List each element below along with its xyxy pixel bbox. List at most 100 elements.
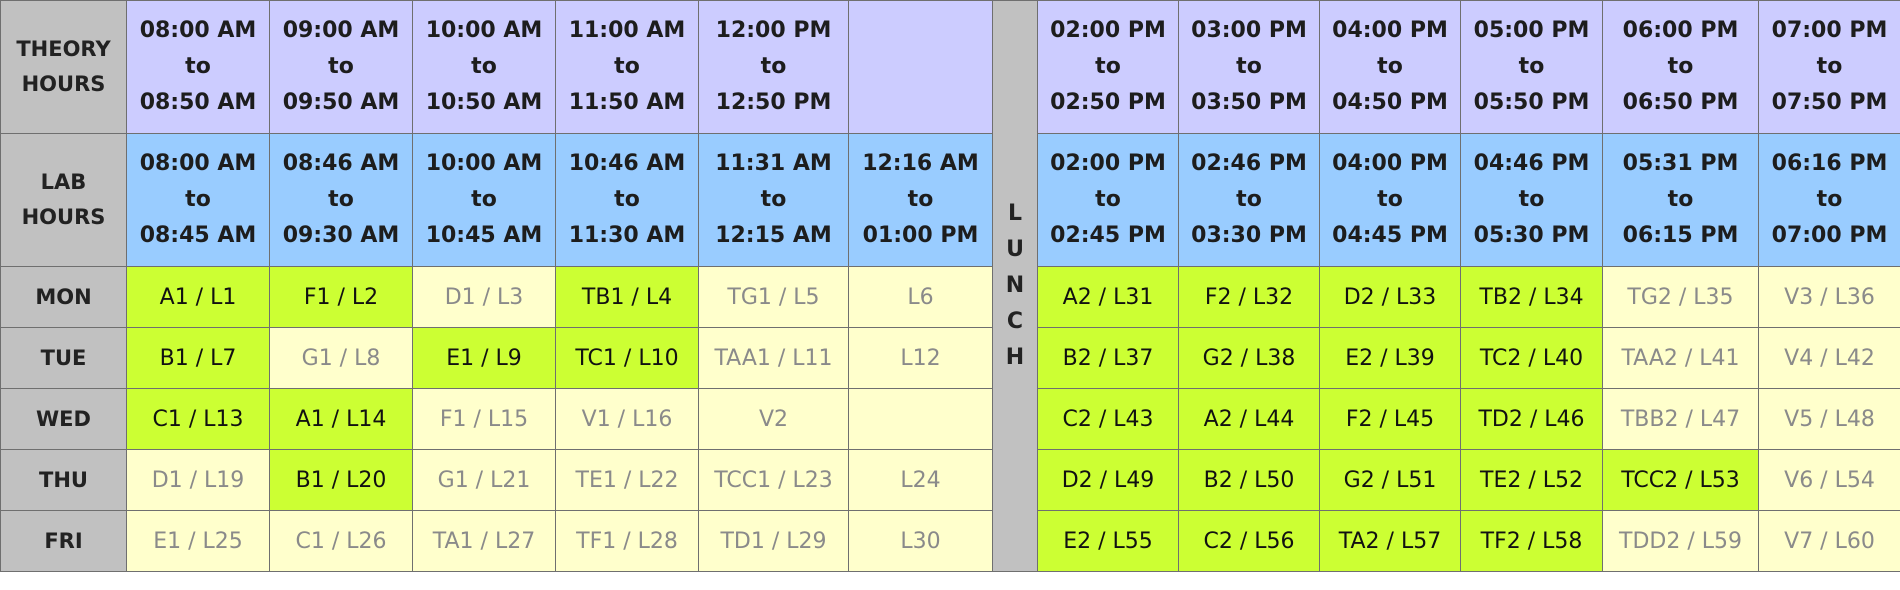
slot-cell[interactable]: D2 / L33: [1319, 266, 1461, 328]
time-line: to: [328, 54, 354, 79]
slot-cell[interactable]: C1 / L13: [126, 388, 270, 450]
slot-cell[interactable]: F2 / L32: [1178, 266, 1320, 328]
time-line: 11:30 AM: [568, 223, 686, 248]
slot-cell[interactable]: TD1 / L29: [698, 510, 849, 572]
time-line: 05:00 PM: [1473, 18, 1590, 43]
slot-cell[interactable]: F1 / L15: [412, 388, 556, 450]
slot-cell[interactable]: TC1 / L10: [555, 327, 699, 389]
time-line: 06:16 PM: [1771, 151, 1888, 176]
slot-cell[interactable]: TB1 / L4: [555, 266, 699, 328]
lab-slot-time: 10:00 AM to 10:45 AM: [412, 133, 556, 267]
slot-cell[interactable]: TG2 / L35: [1602, 266, 1759, 328]
time-line: 10:00 AM: [425, 18, 543, 43]
slot-cell[interactable]: F2 / L45: [1319, 388, 1461, 450]
slot-cell[interactable]: E1 / L25: [126, 510, 270, 572]
slot-cell[interactable]: TCC2 / L53: [1602, 449, 1759, 511]
slot-cell[interactable]: TF1 / L28: [555, 510, 699, 572]
slot-cell[interactable]: V5 / L48: [1758, 388, 1900, 450]
time-line: 10:00 AM: [425, 151, 543, 176]
slot-cell[interactable]: TF2 / L58: [1460, 510, 1603, 572]
slot-cell[interactable]: G1 / L8: [269, 327, 413, 389]
slot-cell[interactable]: G2 / L38: [1178, 327, 1320, 389]
slot-cell[interactable]: TA1 / L27: [412, 510, 556, 572]
time-line: 09:50 AM: [282, 90, 400, 115]
time-line: to: [1236, 187, 1262, 212]
theory-slot-time: 07:00 PM to 07:50 PM: [1758, 0, 1900, 134]
slot-cell[interactable]: V6 / L54: [1758, 449, 1900, 511]
time-line: 10:50 AM: [425, 90, 543, 115]
timetable: THEORY HOURS 08:00 AM to 08:50 AM 09:00 AM to 0…: [0, 0, 1900, 572]
time-line: to: [1236, 54, 1262, 79]
slot-cell[interactable]: C1 / L26: [269, 510, 413, 572]
lab-slot-time: 06:16 PM to 07:00 PM: [1758, 133, 1900, 267]
slot-cell[interactable]: A2 / L31: [1037, 266, 1179, 328]
slot-cell[interactable]: TE2 / L52: [1460, 449, 1603, 511]
theory-slot-time: [848, 0, 993, 134]
time-line: 07:50 PM: [1771, 90, 1888, 115]
lunch-letter: H: [1005, 345, 1025, 370]
slot-cell[interactable]: TA2 / L57: [1319, 510, 1461, 572]
slot-cell[interactable]: F1 / L2: [269, 266, 413, 328]
slot-cell[interactable]: TD2 / L46: [1460, 388, 1603, 450]
slot-cell[interactable]: TAA2 / L41: [1602, 327, 1759, 389]
time-line: 02:45 PM: [1050, 223, 1166, 248]
time-line: to: [185, 54, 211, 79]
slot-cell[interactable]: TBB2 / L47: [1602, 388, 1759, 450]
slot-cell[interactable]: A1 / L1: [126, 266, 270, 328]
slot-cell[interactable]: TB2 / L34: [1460, 266, 1603, 328]
theory-hours-label: THEORY HOURS: [0, 0, 127, 134]
time-line: 07:00 PM: [1771, 223, 1888, 248]
time-line: 08:50 AM: [139, 90, 257, 115]
slot-cell[interactable]: D2 / L49: [1037, 449, 1179, 511]
time-line: to: [1095, 54, 1121, 79]
slot-cell[interactable]: B2 / L50: [1178, 449, 1320, 511]
time-line: to: [1518, 54, 1545, 79]
slot-cell[interactable]: G2 / L51: [1319, 449, 1461, 511]
slot-cell[interactable]: V2: [698, 388, 849, 450]
lab-slot-time: 05:31 PM to 06:15 PM: [1602, 133, 1759, 267]
theory-slot-time: 12:00 PM to 12:50 PM: [698, 0, 849, 134]
lab-slot-time: 12:16 AM to 01:00 PM: [848, 133, 993, 267]
slot-cell[interactable]: V7 / L60: [1758, 510, 1900, 572]
slot-cell[interactable]: B1 / L7: [126, 327, 270, 389]
slot-cell[interactable]: [848, 388, 993, 450]
slot-cell[interactable]: TDD2 / L59: [1602, 510, 1759, 572]
slot-cell[interactable]: B2 / L37: [1037, 327, 1179, 389]
time-line: 06:00 PM: [1622, 18, 1739, 43]
lunch-letter: C: [1006, 309, 1024, 334]
slot-cell[interactable]: V3 / L36: [1758, 266, 1900, 328]
slot-cell[interactable]: C2 / L56: [1178, 510, 1320, 572]
slot-cell[interactable]: D1 / L3: [412, 266, 556, 328]
slot-cell[interactable]: L30: [848, 510, 993, 572]
slot-cell[interactable]: A2 / L44: [1178, 388, 1320, 450]
slot-cell[interactable]: TC2 / L40: [1460, 327, 1603, 389]
slot-cell[interactable]: L12: [848, 327, 993, 389]
time-line: to: [471, 54, 497, 79]
time-line: 02:00 PM: [1050, 151, 1166, 176]
theory-slot-time: 02:00 PM to 02:50 PM: [1037, 0, 1179, 134]
slot-cell[interactable]: B1 / L20: [269, 449, 413, 511]
slot-cell[interactable]: E2 / L55: [1037, 510, 1179, 572]
slot-cell[interactable]: TCC1 / L23: [698, 449, 849, 511]
label-line: HOURS: [21, 72, 106, 96]
slot-cell[interactable]: G1 / L21: [412, 449, 556, 511]
slot-cell[interactable]: TG1 / L5: [698, 266, 849, 328]
day-row-fri: FRI E1 / L25 C1 / L26 TA1 / L27 TF1 / L28 TD1…: [0, 510, 1900, 572]
slot-cell[interactable]: V4 / L42: [1758, 327, 1900, 389]
time-line: 12:16 AM: [862, 151, 979, 176]
slot-cell[interactable]: D1 / L19: [126, 449, 270, 511]
slot-cell[interactable]: V1 / L16: [555, 388, 699, 450]
slot-cell[interactable]: TE1 / L22: [555, 449, 699, 511]
slot-cell[interactable]: L6: [848, 266, 993, 328]
time-line: to: [1667, 187, 1694, 212]
slot-cell[interactable]: E2 / L39: [1319, 327, 1461, 389]
day-row-tue: TUE B1 / L7 G1 / L8 E1 / L9 TC1 / L10 TAA1 / …: [0, 327, 1900, 389]
slot-cell[interactable]: E1 / L9: [412, 327, 556, 389]
day-label: TUE: [0, 327, 127, 389]
slot-cell[interactable]: L24: [848, 449, 993, 511]
slot-cell[interactable]: A1 / L14: [269, 388, 413, 450]
slot-cell[interactable]: C2 / L43: [1037, 388, 1179, 450]
time-line: 08:46 AM: [282, 151, 400, 176]
slot-cell[interactable]: TAA1 / L11: [698, 327, 849, 389]
